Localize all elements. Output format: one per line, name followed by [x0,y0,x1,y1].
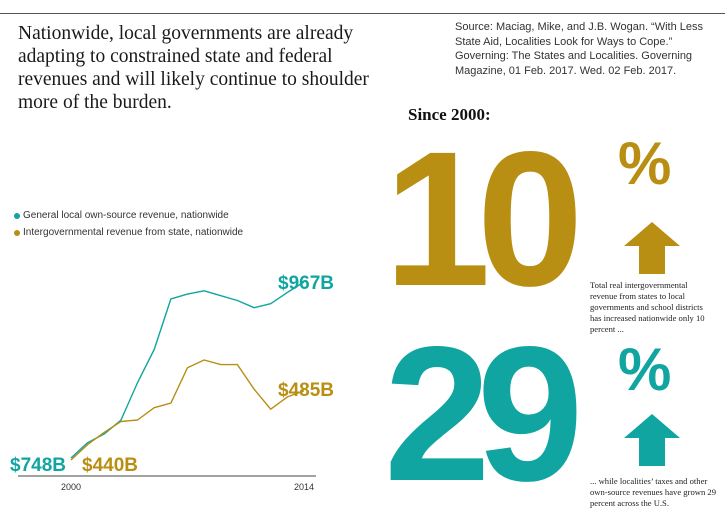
legend-dot-teal [14,212,20,219]
top-rule [0,13,725,14]
data-label-end-gold: $485B [278,380,334,401]
stat-29-note: ... while localities’ taxes and other ow… [590,476,716,508]
data-label-end-teal: $967B [278,273,334,294]
source-citation: Source: Maciag, Mike, and J.B. Wogan. “W… [455,21,704,77]
up-arrow-icon [624,414,680,466]
series-layer [70,281,305,461]
x-tick-label-2000: 2000 [61,482,81,492]
since-heading: Since 2000: [408,105,491,124]
stat-29-percent-sign: % [618,336,672,403]
x-tick-label-2014: 2014 [294,482,314,492]
line-chart: 2000 2014 $748B $440B $967B $485B [10,273,334,492]
legend-dot-gold [14,229,20,236]
stat-29-value: 29 [384,306,584,521]
chart-legend: General local own-source revenue, nation… [14,207,243,241]
stat-10-note: Total real intergovernmental revenue fro… [590,280,705,334]
stat-10-value: 10 [384,111,584,326]
up-arrow-icon [624,222,680,274]
legend-item-intergovernmental: Intergovernmental revenue from state, na… [14,224,243,241]
stat-10-percent-sign: % [618,130,672,197]
headline: Nationwide, local governments are alread… [18,23,369,113]
legend-label-intergovernmental: Intergovernmental revenue from state, na… [23,227,244,238]
series-line-intergovernmental [70,359,305,461]
data-label-start-teal: $748B [10,455,66,476]
legend-item-own-source: General local own-source revenue, nation… [14,207,243,224]
data-label-start-gold: $440B [82,455,138,476]
legend-label-own-source: General local own-source revenue, nation… [23,210,229,221]
